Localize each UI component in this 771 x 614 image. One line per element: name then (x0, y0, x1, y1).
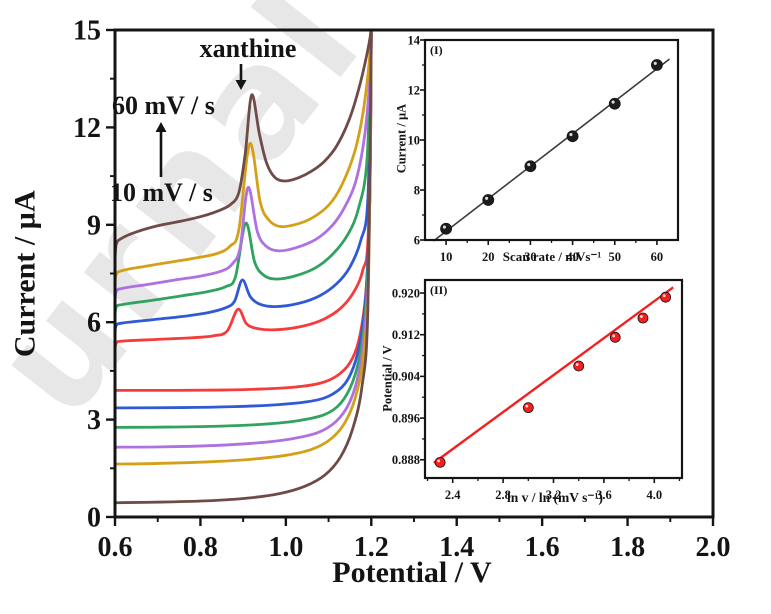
main-x-tick-label: 2.0 (696, 532, 731, 563)
annotation-arrows (155, 64, 247, 177)
cv-curve-60mvs-forward (115, 30, 373, 262)
inset1-marker-highlight (527, 163, 531, 167)
inset2-marker-highlight (662, 294, 666, 298)
inset1-marker-highlight (653, 61, 657, 65)
inset2-data-point (660, 291, 672, 303)
inset2-x-tick-label: 2.8 (495, 488, 511, 502)
main-y-tick-label: 0 (87, 503, 101, 534)
inset1-y-tick-label: 10 (408, 133, 421, 147)
inset1-y-tick-label: 12 (408, 83, 421, 97)
xanthine-arrow-head (235, 80, 247, 90)
inset2-x-axis-title: ln v / ln (mV s⁻¹) (506, 490, 604, 505)
inset2-marker-highlight (525, 404, 529, 408)
main-y-tick-label: 3 (87, 405, 101, 436)
cv-curve-20mvs-forward (115, 30, 373, 336)
inset1-x-tick-label: 20 (482, 250, 495, 264)
main-y-tick-label: 9 (87, 210, 101, 241)
inset1-background (425, 40, 678, 240)
inset2-x-tick-label: 4.0 (646, 488, 662, 502)
main-x-axis-title: Potential / V (332, 556, 492, 589)
inset2-y-tick-label: 0.896 (392, 411, 420, 425)
inset1-x-tick-label: 60 (651, 250, 664, 264)
inset2-y-tick-label: 0.912 (392, 328, 420, 342)
inset2-marker-highlight (575, 363, 579, 366)
inset1-y-tick-label: 14 (408, 33, 421, 47)
inset2-data-point (573, 360, 585, 372)
inset1-data-point (482, 194, 495, 206)
inset2-x-tick-label: 3.6 (596, 488, 612, 502)
inset2-y-tick-label: 0.920 (392, 286, 420, 300)
inset1-data-point (651, 59, 663, 71)
inset2-data-point (522, 402, 534, 414)
inset2-y-tick-label: 0.888 (392, 453, 420, 467)
scan-rate-low-label: 10 mV / s (110, 178, 213, 207)
main-y-tick-label: 12 (73, 113, 101, 144)
main-axes: 0.6 0.8 1.0 1.2 1.4 1.6 1.8 2.0 0 3 6 9 12 15 (73, 16, 731, 563)
inset1-y-tick-label: 6 (414, 233, 420, 247)
inset1-marker-highlight (569, 133, 573, 137)
inset1-axes: 10 20 30 40 50 60 6 8 10 12 14 (408, 33, 680, 264)
inset1-x-tick-label: 10 (440, 250, 453, 264)
inset2-data-point (434, 456, 446, 468)
scan-rate-arrow-head (155, 122, 167, 132)
main-y-axis-title: Current / µA (8, 190, 42, 358)
inset1-marker-highlight (611, 100, 615, 104)
cv-curves (115, 30, 373, 505)
main-x-tick-label: 1.6 (525, 532, 560, 563)
cv-curve-30mvs-forward (115, 30, 373, 319)
inset2-y-tick-label: 0.904 (392, 370, 421, 384)
main-x-tick-label: 1.2 (354, 532, 389, 563)
main-x-tick-label: 1.0 (268, 532, 303, 563)
inset2-y-axis-title: Potential / V (380, 345, 395, 412)
inset2-marker-highlight (640, 315, 643, 318)
inset2-panel-label: (II) (430, 283, 448, 297)
inset2-x-tick-label: 3.2 (546, 488, 562, 502)
inset1-fit-line (432, 58, 671, 242)
inset1-data-point (608, 97, 621, 110)
inset1-data-point (566, 130, 579, 143)
inset1-x-tick-label: 30 (524, 250, 537, 264)
inset1-data-point (524, 160, 537, 173)
main-x-tick-label: 0.8 (183, 532, 218, 563)
cv-curve-40mvs-forward (115, 30, 373, 305)
inset1-y-tick-label: 8 (414, 183, 420, 197)
inset2-data-point (637, 312, 649, 324)
inset1-y-axis-title: Current / µA (394, 103, 409, 174)
inset1-marker-highlight (442, 225, 446, 229)
xanthine-peak-annotation: xanthine (199, 34, 297, 63)
inset2-data (433, 286, 674, 468)
inset1-x-axis-title: Scan rate / mVs⁻¹ (502, 249, 602, 264)
cv-curve-10mvs-forward (115, 30, 373, 353)
main-x-tick-label: 1.4 (439, 532, 474, 563)
inset1-data-point (440, 222, 452, 235)
inset2-fit-line (433, 286, 674, 464)
cv-curve-60mvs-reverse (115, 30, 373, 505)
inset2-axes: 2.4 2.8 3.2 3.6 4.0 0.888 0.896 0.904 0.912 0.920 (392, 278, 684, 502)
cv-curve-50mvs-forward (115, 30, 373, 288)
scan-rate-high-label: 60 mV / s (112, 91, 215, 120)
main-x-tick-label: 1.8 (610, 532, 645, 563)
inset1-x-tick-label: 40 (566, 250, 579, 264)
main-y-tick-label: 15 (73, 16, 101, 47)
main-x-tick-label: 0.6 (98, 532, 133, 563)
inset2-data-point (609, 331, 621, 343)
inset1-panel-label: (I) (430, 43, 443, 57)
inset1-marker-highlight (485, 196, 489, 200)
inset1-x-tick-label: 50 (609, 250, 622, 264)
inset2-x-tick-label: 2.4 (445, 488, 461, 502)
inset2-marker-highlight (437, 459, 441, 463)
main-y-tick-label: 6 (87, 308, 101, 339)
inset1-data (432, 58, 671, 242)
inset2-marker-highlight (612, 334, 616, 338)
